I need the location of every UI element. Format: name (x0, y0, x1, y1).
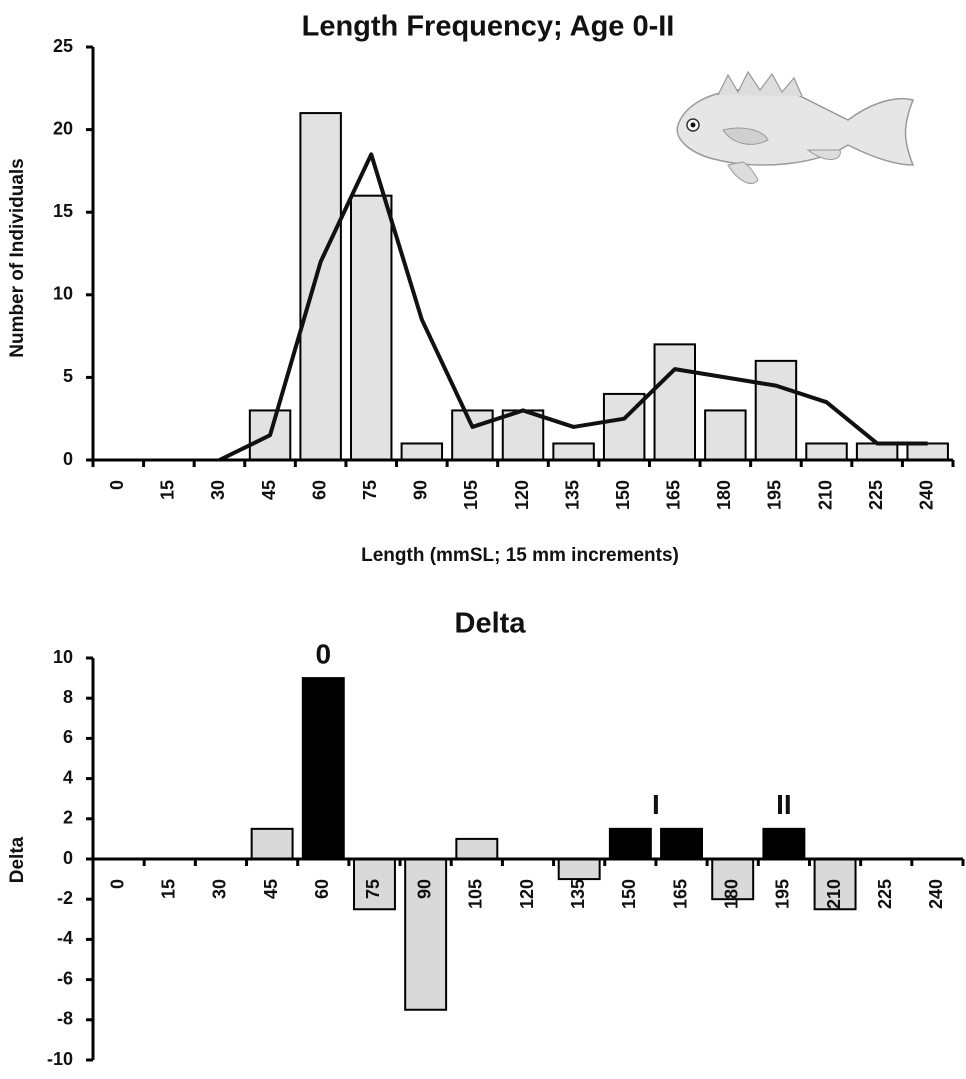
x-tick-label: 135 (562, 480, 582, 510)
page: {"chart_data": [ {"type": "bar", "title"… (0, 0, 966, 1074)
bar (503, 410, 543, 460)
x-tick-label: 45 (259, 480, 279, 500)
x-tick-label: 165 (670, 879, 690, 909)
bar (907, 443, 947, 460)
chart-title: Delta (455, 608, 527, 640)
y-tick-label: 8 (63, 687, 73, 707)
x-tick-label: 15 (158, 480, 178, 500)
x-tick-label: 90 (411, 480, 431, 500)
x-tick-label: 105 (466, 879, 486, 909)
bar (452, 410, 492, 460)
y-tick-label: -6 (57, 968, 73, 988)
x-tick-label: 75 (360, 480, 380, 500)
x-tick-label: 120 (512, 480, 532, 510)
bar (252, 829, 293, 859)
bar (553, 443, 593, 460)
bar (559, 859, 600, 879)
x-tick-label: 240 (926, 879, 946, 909)
y-tick-label: -4 (57, 928, 73, 948)
bar (857, 443, 897, 460)
x-tick-label: 30 (210, 879, 230, 899)
x-tick-label: 120 (517, 879, 537, 909)
annotation: 0 (316, 638, 332, 669)
bar (402, 443, 442, 460)
y-axis-label: Delta (7, 836, 28, 883)
bar (456, 839, 497, 859)
bar (610, 829, 651, 859)
x-tick-label: 240 (916, 480, 936, 510)
x-tick-label: 75 (363, 879, 383, 899)
y-tick-label: -10 (47, 1049, 73, 1069)
x-tick-label: 15 (159, 879, 179, 899)
fish-illustration (677, 72, 913, 184)
y-tick-label: 5 (63, 366, 73, 386)
y-tick-label: 4 (63, 767, 73, 787)
y-tick-label: 20 (53, 118, 73, 138)
y-tick-label: 6 (63, 727, 73, 747)
y-tick-label: 10 (53, 647, 73, 667)
x-tick-label: 60 (309, 480, 329, 500)
bar (806, 443, 846, 460)
y-tick-label: -2 (57, 888, 73, 908)
bar (655, 344, 695, 460)
y-tick-label: -8 (57, 1009, 73, 1029)
x-tick-label: 90 (414, 879, 434, 899)
x-tick-label: 195 (765, 480, 785, 510)
y-tick-label: 15 (53, 201, 73, 221)
bar (756, 361, 796, 460)
x-tick-label: 195 (773, 879, 793, 909)
x-tick-label: 0 (107, 480, 127, 490)
x-tick-label: 0 (107, 879, 127, 889)
x-tick-label: 150 (619, 879, 639, 909)
x-tick-label: 180 (721, 879, 741, 909)
bar (705, 410, 745, 460)
x-tick-label: 210 (824, 879, 844, 909)
bar (763, 829, 804, 859)
x-tick-label: 150 (613, 480, 633, 510)
annotation: I (652, 789, 660, 820)
bar (303, 678, 344, 859)
bar (300, 113, 340, 460)
y-tick-label: 25 (53, 36, 73, 56)
x-tick-label: 210 (815, 480, 835, 510)
x-tick-label: 105 (461, 480, 481, 510)
bar (661, 829, 702, 859)
x-axis-label: Length (mmSL; 15 mm increments) (361, 545, 679, 566)
x-tick-label: 225 (866, 480, 886, 510)
x-tick-label: 165 (664, 480, 684, 510)
y-axis-label: Number of Individuals (7, 158, 28, 358)
x-tick-label: 30 (208, 480, 228, 500)
x-tick-label: 225 (875, 879, 895, 909)
x-tick-label: 135 (568, 879, 588, 909)
x-tick-label: 45 (261, 879, 281, 899)
y-tick-label: 0 (63, 848, 73, 868)
x-tick-label: 60 (312, 879, 332, 899)
x-tick-label: 180 (714, 480, 734, 510)
annotation: II (776, 789, 792, 820)
chart: Length Frequency; Age 0-II Length (mmSL;… (0, 0, 966, 1074)
bar (351, 196, 391, 460)
y-tick-label: 10 (53, 284, 73, 304)
y-tick-label: 2 (63, 808, 73, 828)
chart-title: Length Frequency; Age 0-II (302, 11, 675, 43)
y-tick-label: 0 (63, 449, 73, 469)
